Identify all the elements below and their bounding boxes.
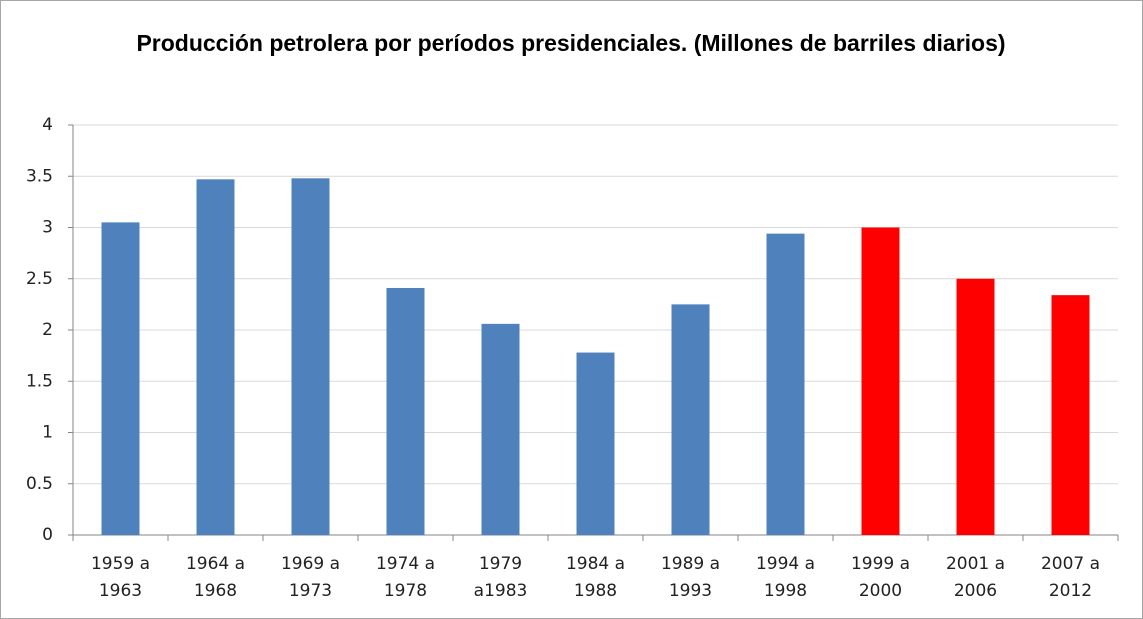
bar <box>291 178 330 536</box>
y-tick-label: 2.5 <box>26 269 53 289</box>
x-tick-label: 2001 a <box>946 554 1005 574</box>
x-tick-label: 1984 a <box>566 554 625 574</box>
x-tick-label: 1994 a <box>756 554 815 574</box>
x-tick-label: 1963 <box>99 581 142 601</box>
y-tick-label: 0.5 <box>26 474 53 494</box>
x-tick-label: 1973 <box>289 581 332 601</box>
x-tick-label: 2000 <box>859 581 902 601</box>
bar <box>196 179 235 535</box>
x-tick-label: 1969 a <box>281 554 340 574</box>
x-tick-label: 1978 <box>384 581 427 601</box>
x-tick-label: 1993 <box>669 581 712 601</box>
x-tick-label: 1998 <box>764 581 807 601</box>
chart-title: Producción petrolera por períodos presid… <box>136 30 1006 56</box>
y-tick-label: 4 <box>42 115 53 135</box>
bar <box>101 222 140 535</box>
x-tick-label: 1989 a <box>661 554 720 574</box>
bar <box>766 233 805 535</box>
x-tick-label: 2007 a <box>1041 554 1100 574</box>
y-tick-label: 0 <box>42 525 53 545</box>
x-tick-label: 2006 <box>954 581 997 601</box>
x-tick-label: 1964 a <box>186 554 245 574</box>
y-tick-label: 1.5 <box>26 371 53 391</box>
x-tick-label: 1979 <box>479 554 522 574</box>
x-tick-label: 1968 <box>194 581 237 601</box>
x-tick-label: a1983 <box>474 581 528 601</box>
bar <box>861 227 900 535</box>
bar <box>1051 295 1090 535</box>
x-tick-label: 2012 <box>1049 581 1092 601</box>
y-tick-label: 3.5 <box>26 166 53 186</box>
y-tick-label: 3 <box>42 218 53 238</box>
bar <box>671 304 710 535</box>
x-tick-label: 1999 a <box>851 554 910 574</box>
x-tick-label: 1974 a <box>376 554 435 574</box>
y-tick-label: 2 <box>42 320 53 340</box>
bar <box>576 352 615 535</box>
bar <box>481 323 520 535</box>
x-tick-label: 1988 <box>574 581 617 601</box>
bar <box>956 278 995 535</box>
bar <box>386 287 425 535</box>
y-tick-label: 1 <box>42 423 53 443</box>
x-tick-label: 1959 a <box>91 554 150 574</box>
